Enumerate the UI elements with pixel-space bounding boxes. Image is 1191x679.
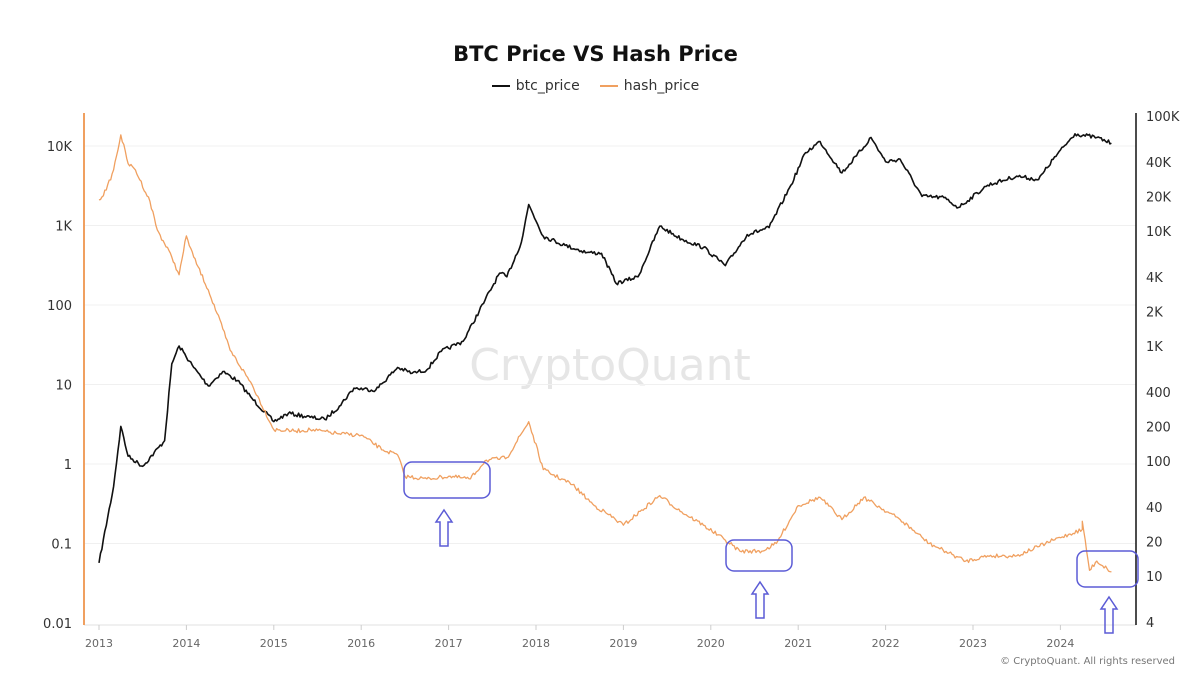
- y-left-tick-label: 0.01: [43, 617, 72, 632]
- x-tick-label: 2017: [435, 637, 463, 650]
- y-right-tick-label: 100: [1146, 455, 1171, 470]
- up-arrow-icon: [750, 580, 770, 619]
- legend-swatch-hash: [599, 85, 618, 87]
- legend-swatch-btc: [491, 85, 510, 87]
- y-right-tick-label: 1K: [1146, 340, 1163, 355]
- y-right-tick-label: 20: [1146, 535, 1163, 550]
- x-tick-label: 2014: [172, 637, 200, 650]
- chart-title: BTC Price VS Hash Price: [453, 42, 738, 66]
- y-right-tick-label: 4K: [1146, 271, 1163, 286]
- y-right-tick-label: 4: [1146, 616, 1154, 631]
- y-left-tick-label: 0.1: [51, 538, 72, 553]
- x-tick-label: 2013: [85, 637, 113, 650]
- y-right-tick-label: 40: [1146, 501, 1163, 516]
- x-tick-label: 2016: [347, 637, 375, 650]
- y-left-tick-label: 100: [47, 299, 72, 314]
- y-right-tick-label: 20K: [1146, 190, 1172, 205]
- y-right-tick-label: 200: [1146, 420, 1171, 435]
- y-right-tick-label: 100K: [1146, 110, 1180, 125]
- x-tick-label: 2021: [784, 637, 812, 650]
- x-tick-label: 2020: [697, 637, 725, 650]
- legend-item-btc-price[interactable]: btc_price: [491, 78, 580, 94]
- y-right-tick-label: 400: [1146, 386, 1171, 401]
- series-line-btc_price: [98, 133, 1112, 564]
- highlight-box: [403, 461, 491, 499]
- x-tick-label: 2015: [260, 637, 288, 650]
- y-right-tick-label: 40K: [1146, 156, 1172, 171]
- y-right-tick-label: 2K: [1146, 305, 1163, 320]
- series-line-hash_price: [98, 134, 1112, 573]
- legend-item-hash-price[interactable]: hash_price: [599, 78, 700, 94]
- y-left-tick-label: 1: [64, 458, 72, 473]
- highlight-box: [1076, 550, 1139, 588]
- x-tick-label: 2024: [1046, 637, 1074, 650]
- legend: btc_price hash_price: [0, 78, 1191, 94]
- x-tick-label: 2022: [872, 637, 900, 650]
- highlight-box: [725, 539, 793, 572]
- watermark-logo: CryptoQuant: [469, 340, 751, 391]
- legend-label: btc_price: [515, 78, 580, 94]
- up-arrow-icon: [434, 508, 454, 547]
- up-arrow-icon: [1099, 595, 1119, 634]
- y-right-tick-label: 10K: [1146, 225, 1172, 240]
- copyright-footer: © CryptoQuant. All rights reserved: [1000, 656, 1175, 667]
- x-tick-label: 2018: [522, 637, 550, 650]
- x-tick-label: 2019: [609, 637, 637, 650]
- x-tick-label: 2023: [959, 637, 987, 650]
- y-right-tick-label: 10: [1146, 570, 1163, 585]
- legend-label: hash_price: [623, 78, 700, 94]
- y-left-tick-label: 1K: [55, 220, 72, 235]
- y-left-tick-label: 10: [55, 379, 72, 394]
- y-left-tick-label: 10K: [47, 140, 73, 155]
